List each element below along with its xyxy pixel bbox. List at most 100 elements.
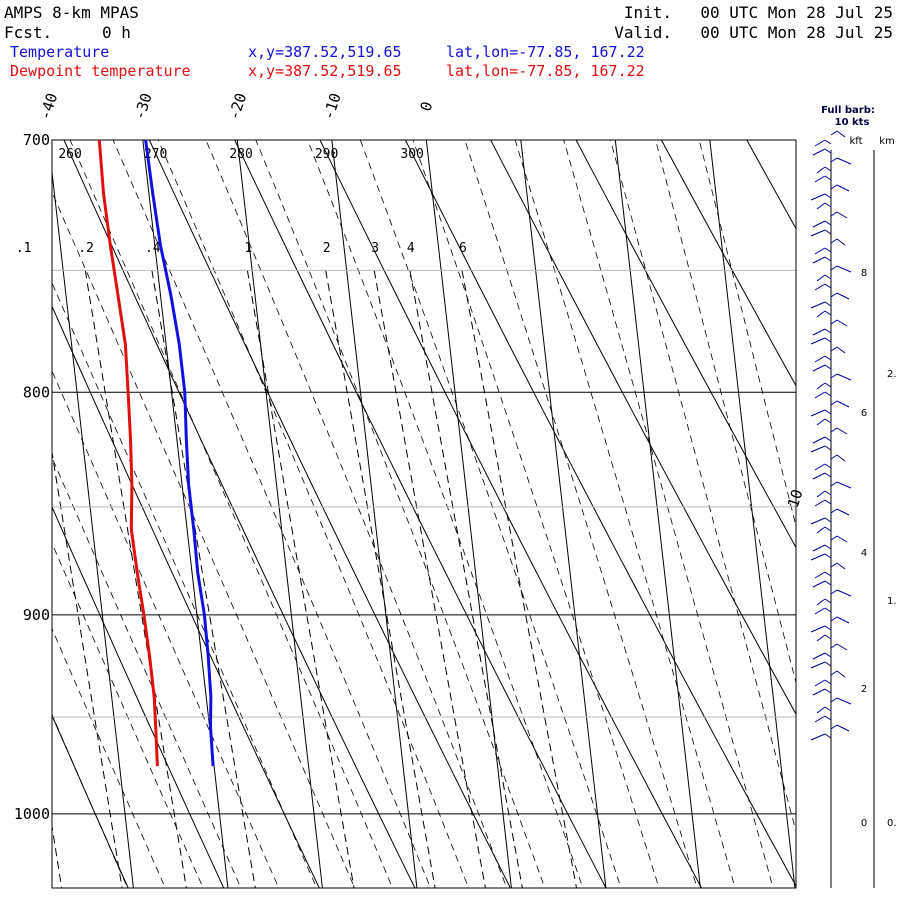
wind-barb xyxy=(830,670,846,678)
wind-barb-staff xyxy=(830,697,838,703)
dry-adiabat-250 xyxy=(52,305,320,888)
wind-barb-flag xyxy=(816,634,826,642)
wind-barb xyxy=(830,319,848,327)
isotherm-label--30: -30 xyxy=(130,91,155,122)
wind-barb-flag xyxy=(836,508,850,516)
wind-barb-staff xyxy=(824,445,832,451)
moist-adiabat--36 xyxy=(52,627,166,888)
wind-barb-flag xyxy=(814,679,826,687)
moist-adiabat--24 xyxy=(52,370,280,888)
wind-barb-flag xyxy=(812,364,826,372)
legend-temperature-xy: x,y=387.52,519.65 xyxy=(248,43,402,61)
wind-barb-flag xyxy=(836,481,852,489)
wind-barb xyxy=(810,661,832,669)
wind-barb-staff xyxy=(830,535,838,541)
mixing-ratio-label-1: 1 xyxy=(244,241,252,256)
wind-barb-staff xyxy=(824,355,832,361)
wind-barb-flag xyxy=(812,544,826,552)
wind-barb xyxy=(814,715,832,723)
wind-barb-staff xyxy=(824,463,832,469)
wind-barb xyxy=(830,184,850,192)
wind-barb-flag xyxy=(836,562,846,570)
wind-barb-staff xyxy=(830,481,838,487)
temperature-line xyxy=(144,139,215,767)
wind-barb-staff xyxy=(824,328,832,334)
dry-adiabat-label-270: 270 xyxy=(144,147,167,162)
wind-barb-staff xyxy=(824,409,832,415)
dry-adiabat-label-290: 290 xyxy=(315,147,338,162)
wind-barb-staff xyxy=(824,220,832,226)
mixing-ratio-line-.2 xyxy=(84,270,187,888)
wind-barb-staff xyxy=(824,202,832,208)
wind-barb-staff xyxy=(830,670,838,676)
wind-barb-staff xyxy=(824,634,832,640)
mixing-ratio-label-3: 3 xyxy=(371,241,379,256)
wind-barb xyxy=(816,598,832,606)
wind-barb-flag xyxy=(814,571,826,579)
wind-barb-flag xyxy=(836,157,852,165)
wind-barb-flag xyxy=(812,220,826,228)
wind-barb-flag xyxy=(816,598,826,606)
wind-barb-flag xyxy=(814,607,826,615)
wind-barb-staff xyxy=(824,256,832,262)
wind-barb-staff xyxy=(824,553,832,559)
wind-barb xyxy=(830,724,850,732)
wind-barb-staff xyxy=(824,661,832,667)
wind-barb-flag xyxy=(816,166,826,174)
wind-barb xyxy=(830,508,850,516)
wind-barb-flag xyxy=(810,229,826,237)
wind-barb-flag xyxy=(814,355,826,363)
isotherm--20 xyxy=(236,140,323,888)
dry-adiabat-label-280: 280 xyxy=(229,147,252,162)
isotherm--40 xyxy=(52,167,134,888)
wind-barb-flag xyxy=(810,301,826,309)
legend-dewpoint-latlon: lat,lon=-77.85, 167.22 xyxy=(446,62,645,80)
legend-temperature-name: Temperature xyxy=(10,43,109,61)
wind-barb-staff xyxy=(824,544,832,550)
wind-barb-staff xyxy=(824,310,832,316)
wind-barb-flag xyxy=(836,211,848,219)
wind-barb xyxy=(812,472,832,480)
wind-barb xyxy=(830,697,852,705)
grid-labels: -70-60-50-40-30-20-100102202302402502602… xyxy=(16,91,807,510)
wind-barb-flag xyxy=(816,382,826,390)
pressure-label-700: 700 xyxy=(23,131,50,149)
wind-barb xyxy=(812,580,832,588)
wind-barb-flag xyxy=(836,724,850,732)
wind-barb xyxy=(814,571,832,579)
wind-barb xyxy=(810,409,832,417)
mixing-ratio-line-6 xyxy=(461,270,578,888)
wind-barb xyxy=(810,337,832,345)
wind-barb-staff xyxy=(824,283,832,289)
wind-barb-flag xyxy=(836,643,848,651)
wind-barb xyxy=(814,139,832,147)
wind-barb-flag xyxy=(812,436,826,444)
kft-tick-4: 4 xyxy=(861,548,867,559)
wind-barb xyxy=(830,373,852,381)
wind-barb-staff xyxy=(824,688,832,694)
wind-barb-staff xyxy=(830,508,838,514)
wind-barb-staff xyxy=(824,148,832,154)
wind-barb xyxy=(816,418,832,426)
wind-barb-staff xyxy=(824,229,832,235)
wind-barb-staff xyxy=(830,589,838,595)
wind-barb xyxy=(830,157,852,165)
wind-barb-flag xyxy=(816,310,826,318)
wind-barb xyxy=(830,292,850,300)
moist-adiabat--40 xyxy=(52,713,129,888)
km-tick-0: 0. xyxy=(887,818,897,829)
wind-barb-flag xyxy=(836,400,850,408)
wind-barb-flag xyxy=(810,517,826,525)
wind-barb-flag xyxy=(814,139,826,147)
wind-barb xyxy=(830,346,846,354)
wind-barb-staff xyxy=(824,526,832,532)
wind-barb-flag xyxy=(836,589,852,597)
wind-barb-flag xyxy=(812,688,826,696)
wind-barb-staff xyxy=(830,373,838,379)
wind-barb-staff xyxy=(824,625,832,631)
wind-barb-flag xyxy=(836,454,846,462)
wind-barb-flag xyxy=(814,463,826,471)
wind-barb-flag xyxy=(814,175,826,183)
wind-barb-staff xyxy=(824,337,832,343)
